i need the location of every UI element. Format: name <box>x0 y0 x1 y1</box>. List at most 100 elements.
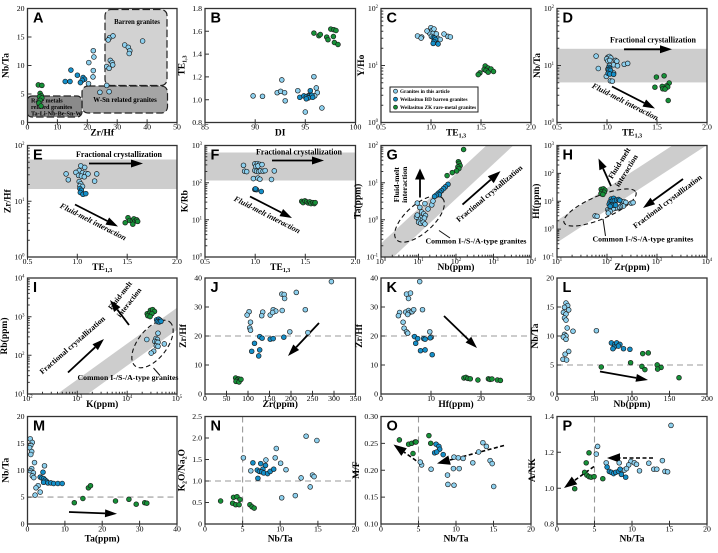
svg-text:TE1,3: TE1,3 <box>270 263 290 274</box>
svg-text:M: M <box>33 419 45 435</box>
svg-text:Zr/Hf: Zr/Hf <box>179 323 189 348</box>
svg-text:Fractional crystallization: Fractional crystallization <box>256 148 343 157</box>
svg-text:20: 20 <box>17 412 25 421</box>
svg-text:20: 20 <box>17 4 25 13</box>
svg-text:1.0: 1.0 <box>72 257 82 266</box>
svg-text:M/F: M/F <box>352 461 362 479</box>
svg-text:10: 10 <box>17 466 25 475</box>
svg-text:20: 20 <box>98 525 106 534</box>
svg-text:0.25: 0.25 <box>364 439 378 448</box>
svg-text:15: 15 <box>17 33 25 42</box>
svg-text:Nb(ppm): Nb(ppm) <box>438 262 475 273</box>
svg-text:40: 40 <box>194 274 202 283</box>
svg-text:5: 5 <box>21 493 25 502</box>
svg-text:G: G <box>387 148 398 164</box>
svg-text:Nb/Ta: Nb/Ta <box>2 457 12 482</box>
svg-text:10: 10 <box>54 123 62 132</box>
svg-text:15: 15 <box>314 525 322 534</box>
svg-text:102: 102 <box>544 4 555 13</box>
svg-text:10: 10 <box>546 332 554 341</box>
svg-text:0: 0 <box>198 390 202 399</box>
svg-text:Nb/Ta: Nb/Ta <box>531 323 541 348</box>
svg-text:Weilasituo ZK rare-metal grani: Weilasituo ZK rare-metal granites <box>400 105 476 111</box>
svg-text:0: 0 <box>203 394 207 403</box>
svg-text:Ta-Li-Nb-Be-Sn-W: Ta-Li-Nb-Be-Sn-W <box>31 111 82 118</box>
svg-text:40: 40 <box>143 123 151 132</box>
svg-text:20: 20 <box>546 274 554 283</box>
svg-text:Zr/Hf: Zr/Hf <box>90 129 115 139</box>
svg-text:150: 150 <box>664 394 676 403</box>
svg-text:40: 40 <box>173 525 181 534</box>
svg-text:Nb/Ta: Nb/Ta <box>533 53 543 78</box>
svg-text:1.8: 1.8 <box>192 4 202 13</box>
svg-text:TE1,3: TE1,3 <box>446 129 466 140</box>
svg-text:1.0: 1.0 <box>250 257 260 266</box>
svg-text:Nb/Ta: Nb/Ta <box>2 53 12 78</box>
svg-text:101: 101 <box>368 61 379 70</box>
svg-text:Nb/Ta: Nb/Ta <box>620 535 645 545</box>
svg-text:1.2: 1.2 <box>192 73 202 82</box>
svg-text:10: 10 <box>452 525 460 534</box>
svg-text:1.0: 1.0 <box>602 123 612 132</box>
svg-text:102: 102 <box>544 169 555 178</box>
svg-text:Y/Ho: Y/Ho <box>357 54 367 76</box>
svg-text:Zr/Hf: Zr/Hf <box>4 188 14 213</box>
svg-text:0: 0 <box>379 525 383 534</box>
svg-text:0: 0 <box>26 123 30 132</box>
svg-text:1.2: 1.2 <box>544 448 554 457</box>
svg-text:10: 10 <box>628 525 636 534</box>
svg-text:250: 250 <box>307 394 319 403</box>
svg-text:P: P <box>563 419 573 435</box>
svg-text:0: 0 <box>203 525 207 534</box>
svg-text:B: B <box>211 11 221 27</box>
svg-text:0: 0 <box>198 520 202 529</box>
svg-text:200: 200 <box>285 394 297 403</box>
svg-text:C: C <box>387 11 398 27</box>
svg-text:0.5: 0.5 <box>200 257 210 266</box>
svg-text:Hf(ppm): Hf(ppm) <box>438 399 473 410</box>
svg-text:100: 100 <box>544 118 555 127</box>
svg-text:30: 30 <box>194 303 202 312</box>
svg-text:85: 85 <box>201 123 209 132</box>
svg-text:H: H <box>563 148 573 164</box>
svg-text:100: 100 <box>368 118 379 127</box>
svg-text:102: 102 <box>22 394 33 403</box>
svg-text:Ta(ppm): Ta(ppm) <box>85 534 120 545</box>
svg-text:TE1,3: TE1,3 <box>622 129 642 140</box>
svg-text:TE1,3: TE1,3 <box>92 263 112 274</box>
svg-text:1.5: 1.5 <box>192 455 202 464</box>
svg-text:0.15: 0.15 <box>364 493 378 502</box>
svg-text:30: 30 <box>136 525 144 534</box>
svg-text:Common I-/S-/A-type granites: Common I-/S-/A-type granites <box>593 235 694 244</box>
svg-text:95: 95 <box>301 123 309 132</box>
svg-text:20: 20 <box>370 332 378 341</box>
svg-text:1.0: 1.0 <box>192 95 202 104</box>
svg-text:15: 15 <box>546 303 554 312</box>
svg-text:20: 20 <box>83 123 91 132</box>
svg-text:I: I <box>33 280 37 296</box>
svg-text:TE1,3: TE1,3 <box>178 55 189 75</box>
svg-text:0.5: 0.5 <box>23 257 33 266</box>
svg-text:1.5: 1.5 <box>652 123 662 132</box>
svg-text:Ta(ppm): Ta(ppm) <box>353 184 364 219</box>
svg-text:Barren granites: Barren granites <box>114 19 160 26</box>
svg-text:101: 101 <box>368 178 379 187</box>
svg-text:0: 0 <box>21 520 25 529</box>
svg-text:105: 105 <box>172 394 183 403</box>
svg-text:101: 101 <box>14 390 25 399</box>
svg-text:15: 15 <box>490 525 498 534</box>
svg-text:90: 90 <box>251 123 259 132</box>
svg-text:1.5: 1.5 <box>122 257 132 266</box>
svg-text:20: 20 <box>527 525 535 534</box>
svg-text:150: 150 <box>264 394 276 403</box>
svg-text:0: 0 <box>555 394 559 403</box>
svg-text:0: 0 <box>379 394 383 403</box>
svg-text:1.4: 1.4 <box>192 50 202 59</box>
svg-text:100: 100 <box>368 215 379 224</box>
svg-text:101: 101 <box>413 257 424 266</box>
svg-text:102: 102 <box>602 257 613 266</box>
svg-text:1.0: 1.0 <box>426 123 436 132</box>
svg-text:100: 100 <box>14 253 25 262</box>
svg-text:J: J <box>211 280 219 296</box>
svg-text:10: 10 <box>276 525 284 534</box>
